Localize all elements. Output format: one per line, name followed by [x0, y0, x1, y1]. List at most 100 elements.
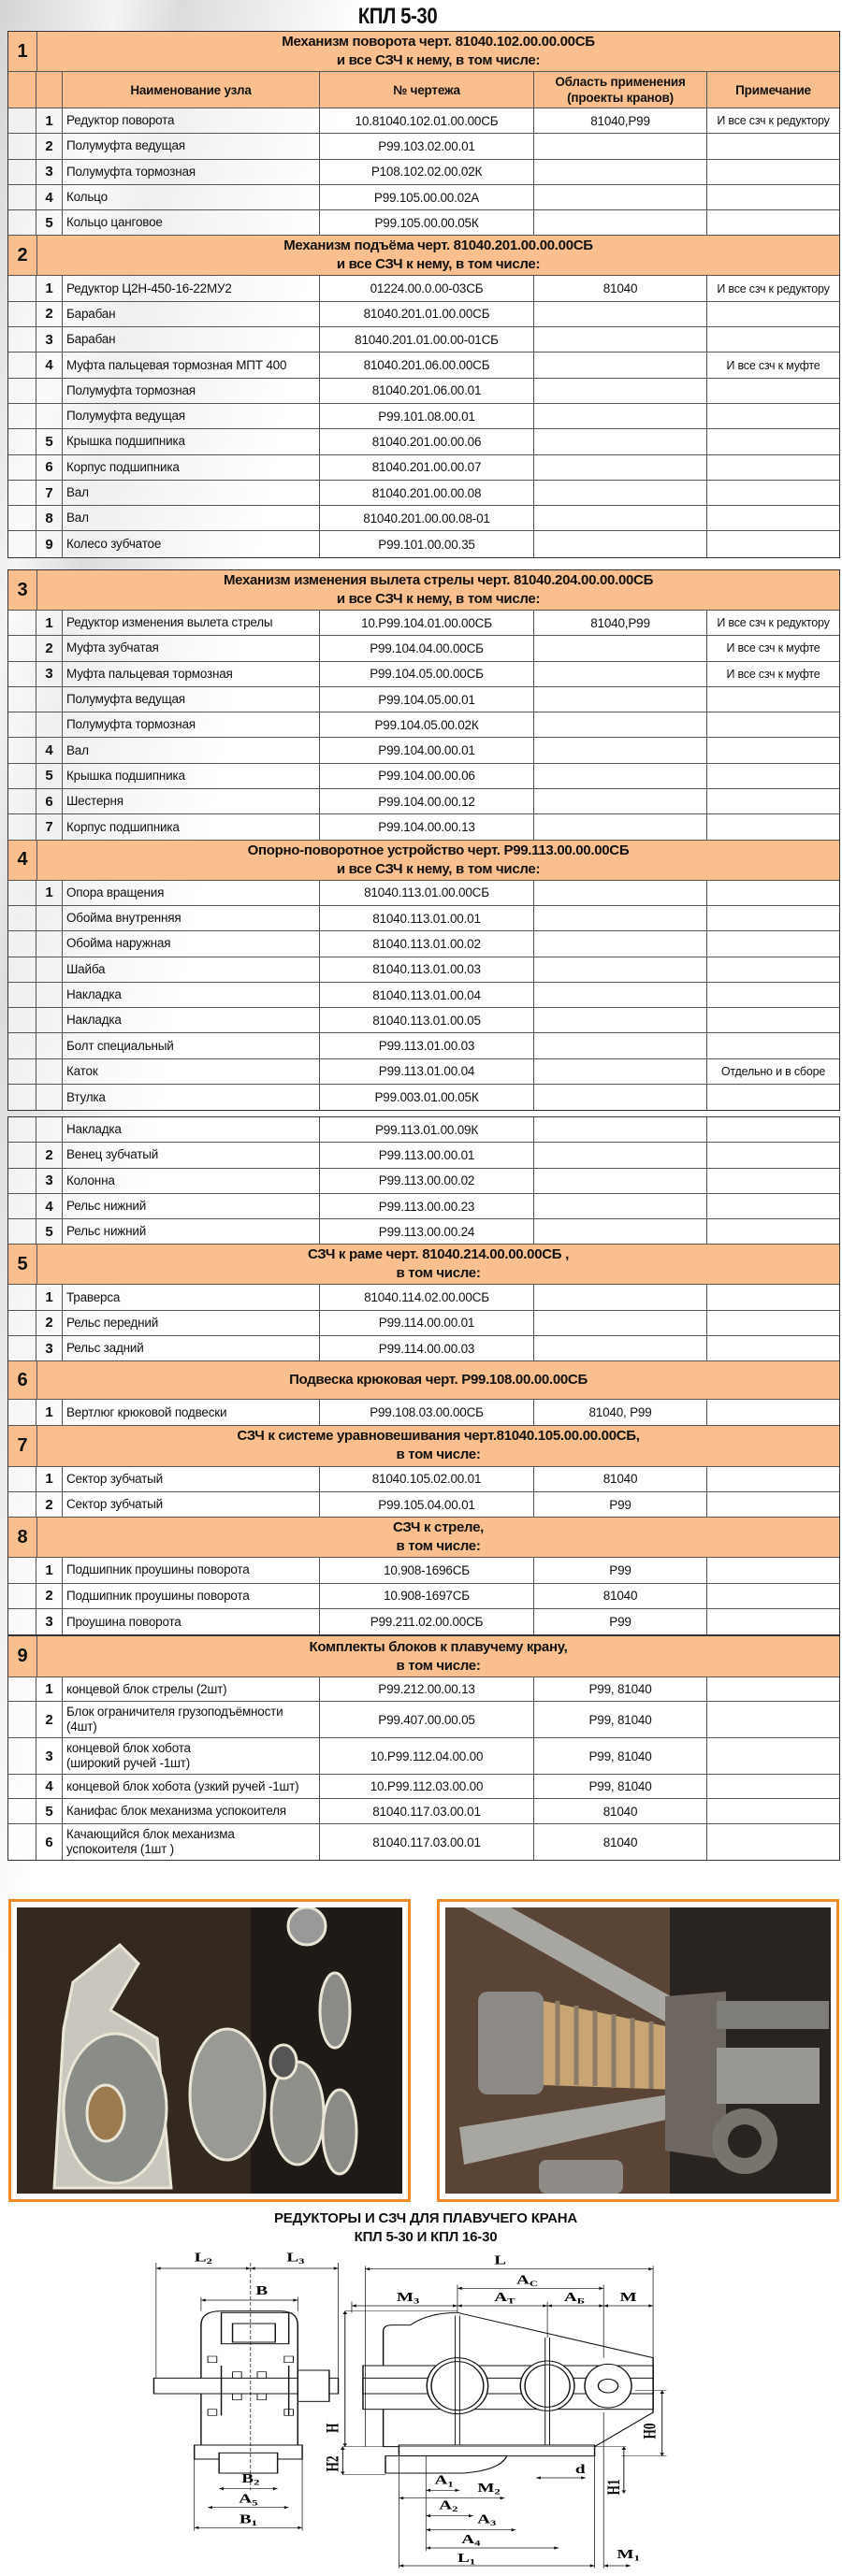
note — [707, 210, 839, 235]
drawing-number: Р99.113.00.00.01 — [320, 1143, 534, 1168]
drawing-number: 81040.201.00.00.08 — [320, 480, 534, 506]
note — [707, 1085, 839, 1110]
row-blank-cell — [8, 1285, 36, 1310]
section-title-line: в том числе: — [396, 1265, 481, 1282]
row-number: 3 — [36, 159, 63, 184]
row-blank-cell — [8, 1799, 36, 1823]
note — [707, 789, 839, 813]
drawing-number: 10.Р99.104.01.00.00СБ — [320, 611, 534, 636]
table-row: Полумуфта ведущая Р99.101.08.00.01 — [8, 403, 839, 430]
row-number: 6 — [36, 454, 63, 480]
part-name: Рельс задний — [63, 1336, 320, 1361]
table-row: 3 Рельс задний Р99.114.00.00.03 — [8, 1336, 839, 1362]
row-number: 4 — [36, 738, 63, 763]
row-blank-cell — [8, 1193, 36, 1219]
application-area: 81040 — [534, 276, 707, 301]
row-number — [36, 957, 63, 982]
dim-label-main: d — [575, 2462, 587, 2476]
row-blank-cell — [8, 1058, 36, 1085]
row-blank-cell — [8, 982, 36, 1008]
dim-label-sub: C — [530, 2280, 538, 2289]
application-area — [534, 531, 707, 557]
table-row: 2 Венец зубчатый Р99.113.00.00.01 — [8, 1143, 839, 1169]
row-blank-cell — [8, 276, 36, 301]
application-area — [534, 712, 707, 738]
row-number: 2 — [36, 1583, 63, 1608]
dim-label-sub: 4 — [474, 2539, 481, 2548]
row-blank-cell — [8, 1558, 36, 1583]
row-number: 2 — [36, 1702, 63, 1737]
application-area — [534, 353, 707, 378]
drawing-number: 10.908-1697СБ — [320, 1583, 534, 1608]
note: И все сзч к редуктору — [717, 616, 830, 630]
row-number: 3 — [36, 1738, 63, 1774]
section-title-line: и все СЗЧ к нему, в том числе: — [336, 52, 541, 68]
section-number: 9 — [8, 1636, 37, 1677]
section-title: Механизм изменения вылета стрелы черт. 8… — [37, 570, 839, 610]
application-area — [534, 210, 707, 236]
part-name: Накладка — [63, 1117, 320, 1143]
row-number: 5 — [36, 210, 63, 236]
table-row: 5 Крышка подшипника 81040.201.00.00.06 — [8, 429, 839, 455]
drawing-number: 81040.113.01.00.03 — [320, 957, 534, 982]
row-number: 5 — [36, 1219, 63, 1245]
table-row: 1 Редуктор поворота 10.81040.102.01.00.00С… — [8, 108, 839, 135]
dim-label-B2: B2 — [241, 2471, 259, 2487]
table-row: 1 Опора вращения 81040.113.01.00.00СБ — [8, 880, 839, 906]
drawing-number: Р99.113.00.00.02 — [320, 1168, 534, 1193]
section-title-line: Опорно-поворотное устройство черт. Р99.1… — [247, 842, 630, 858]
table-row: Накладка 81040.113.01.00.05 — [8, 1008, 839, 1034]
dim-label-sub: 2 — [452, 2505, 457, 2514]
drawing-number: Р99.104.00.00.12 — [320, 789, 534, 814]
section-header: 6 Подвеска крюковая черт. Р99.108.00.00.0… — [8, 1361, 839, 1401]
dim-label-main: A — [564, 2290, 577, 2304]
drawing-number: Р99.104.00.00.06 — [320, 763, 534, 789]
dim-label-A3: A3 — [477, 2511, 496, 2527]
row-number — [36, 1033, 63, 1058]
dim-label-main: M — [477, 2481, 495, 2495]
section-number: 5 — [8, 1245, 37, 1285]
part-name: Вал — [63, 738, 320, 763]
part-name: Накладка — [63, 1008, 320, 1033]
application-area: Р99, 81040 — [534, 1775, 707, 1798]
drawing-number: Р99.211.02.00.00СБ — [320, 1608, 534, 1635]
table-row: 3 Муфта пальцевая тормозная Р99.104.05.00.… — [8, 661, 839, 687]
table-row: 2 Подшипник проушины поворота 10.908-1697С… — [8, 1583, 839, 1609]
table-row: Полумуфта тормозная 81040.201.06.00.01 — [8, 378, 839, 404]
dim-label-main: A — [477, 2511, 490, 2526]
photo-shaft-assembly — [437, 1899, 839, 2202]
dim-label-Ac: AC — [516, 2272, 538, 2288]
drawing-number: Р99.104.00.00.01 — [320, 738, 534, 763]
row-number: 7 — [36, 814, 63, 840]
note — [707, 1143, 839, 1167]
application-area: Р99, 81040 — [534, 1702, 707, 1737]
dim-label-sub: Б — [577, 2296, 585, 2306]
table-row: 1 Траверса 81040.114.02.00.00СБ — [8, 1285, 839, 1311]
note — [707, 1219, 839, 1244]
section-number: 7 — [8, 1425, 37, 1466]
table-row: 1 Вертлюг крюковой подвески Р99.108.03.00.… — [8, 1400, 839, 1426]
row-blank-cell — [8, 1400, 36, 1425]
note — [707, 931, 839, 956]
application-area — [534, 454, 707, 480]
application-area — [534, 429, 707, 454]
table-row: 7 Корпус подшипника Р99.104.00.00.13 — [8, 814, 839, 841]
section-title: Комплекты блоков к плавучему крану, в том… — [37, 1636, 839, 1677]
drawing-number: 81040.117.03.00.01 — [320, 1824, 534, 1860]
note — [707, 983, 839, 1007]
dim-label-main: M — [397, 2290, 414, 2304]
table-row: 2 Рельс передний Р99.114.00.00.01 — [8, 1310, 839, 1337]
table-row: 1 концевой блок стрелы (2шт) Р99.212.00.00… — [8, 1677, 839, 1702]
row-number: 7 — [36, 480, 63, 506]
dim-label-A4: A4 — [461, 2532, 481, 2548]
application-area — [534, 1193, 707, 1219]
table-row: Болт специальный Р99.113.01.00.03 — [8, 1033, 839, 1059]
part-name: Шайба — [63, 957, 320, 982]
part-name: Полумуфта тормозная — [63, 712, 320, 738]
table-row: Шайба 81040.113.01.00.03 — [8, 957, 839, 983]
dim-label-A2: A2 — [439, 2497, 457, 2513]
dim-label-sub: 1 — [252, 2519, 257, 2528]
part-name: Накладка — [63, 982, 320, 1008]
application-area — [534, 1336, 707, 1361]
section-number: 4 — [8, 840, 37, 880]
